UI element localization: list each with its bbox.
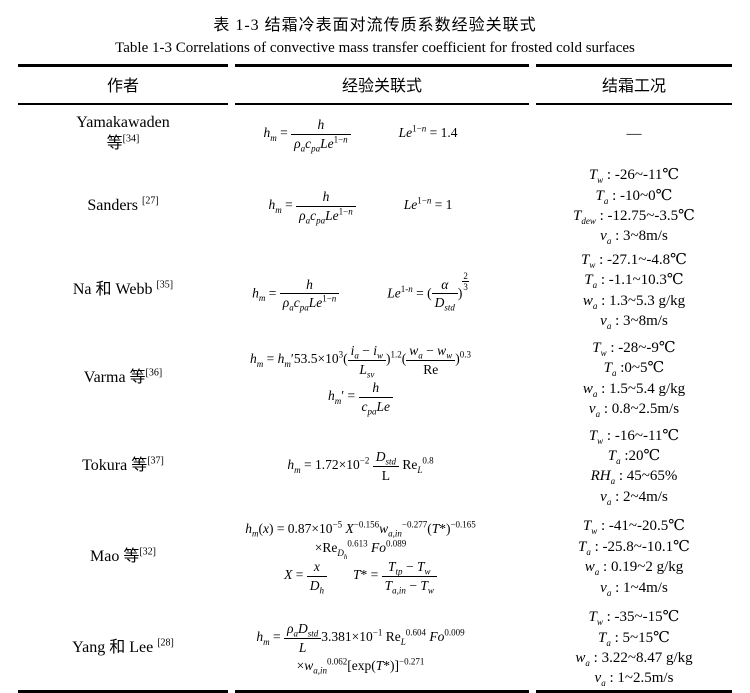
author-cell: Sanders [27] xyxy=(87,195,159,214)
conditions-cell: Tw : -28~-9℃ Ta :0~5℃ wa : 1.5~5.4 g/kg va … xyxy=(582,339,686,419)
formula-cell: hm = h ρacpaLe1−n Le1−n = 1.4 xyxy=(263,116,458,154)
formula-cell: hm(x) = 0.87×10−5 X−0.156wa,in−0.277(T*)… xyxy=(245,519,476,596)
formula-cell: hm = ρaDstd L 3.381×10−1 ReL0.604 Fo0.009 ×… xyxy=(235,606,529,693)
table-title-chinese: 表 1-3 结霜冷表面对流传质系数经验关联式 xyxy=(213,17,537,34)
column-header-conditions: 结霜工况 xyxy=(536,64,732,105)
data-table: 作者 经验关联式 结霜工况 Yamakawaden 等[34] hm = h ρacp… xyxy=(11,64,739,693)
author-cell: Tokura 等[37] xyxy=(82,455,164,474)
conditions-cell: Tw : -35~-15℃ Ta : 5~15℃ wa : 3.22~8.47 g/… xyxy=(536,606,732,693)
author-cell: Na 和 Webb [35] xyxy=(72,280,174,299)
author-cell: Yang 和 Lee [28] xyxy=(18,606,228,693)
author-cell: Mao 等[32] xyxy=(89,546,156,565)
table-row: Mao 等[32] hm(x) = 0.87×10−5 X−0.156wa,in−… xyxy=(18,508,732,606)
document-page: 表 1-3 结霜冷表面对流传质系数经验关联式 Table 1-3 Correla… xyxy=(0,11,750,693)
conditions-cell: Tw : -27.1~-4.8℃ Ta : -1.1~10.3℃ wa : 1.3~… xyxy=(581,252,687,332)
author-cell: Yamakawaden 等[34] xyxy=(76,114,170,152)
table-row: Yang 和 Lee [28] hm = ρaDstd L 3.381×10−1 Re… xyxy=(18,606,732,693)
column-header-author: 作者 xyxy=(18,64,228,105)
table-body: Yamakawaden 等[34] hm = h ρacpaLe1−n Le1−n = … xyxy=(18,105,732,693)
author-cell: Varma 等[36] xyxy=(83,367,163,387)
conditions-cell: Tw : -26~-11℃ Ta : -10~0℃ Tdew : -12.75~-3… xyxy=(573,167,695,247)
column-header-correlation: 经验关联式 xyxy=(235,64,529,105)
table-row: Na 和 Webb [35] hm = h ρacpaLe1−n Le1-n = (α… xyxy=(18,249,732,333)
table-header-row: 作者 经验关联式 结霜工况 xyxy=(18,64,732,105)
formula-cell: hm = hm′53.5×103(ia − iw Lsv)1.2(wa − ww R… xyxy=(250,343,471,417)
conditions-cell: — xyxy=(626,125,642,142)
conditions-cell: Tw : -41~-20.5℃ Ta : -25.8~-10.1℃ wa : 0.1… xyxy=(578,518,690,598)
formula-cell: hm = h ρacpaLe1−n Le1-n = (α Dstd) 2 3 xyxy=(252,270,469,314)
formula-cell: hm = h ρacpaLe1−n Le1−n = 1 xyxy=(268,188,453,226)
formula-cell: hm = 1.72×10−2 Dstd L ReL0.8 xyxy=(287,449,434,483)
table-row: Tokura 等[37] hm = 1.72×10−2 Dstd L ReL0.8 T… xyxy=(18,425,732,509)
conditions-cell: Tw : -16~-11℃ Ta :20℃ RHa : 45~65% va : 2~4… xyxy=(588,427,680,507)
table-row: Yamakawaden 等[34] hm = h ρacpaLe1−n Le1−n = … xyxy=(18,105,732,163)
table-row: Varma 等[36] hm = hm′53.5×103(ia − iw Lsv)1… xyxy=(18,333,732,425)
table-row: Sanders [27] hm = h ρacpaLe1−n Le1−n = 1 Tw … xyxy=(18,163,732,249)
table-title-english: Table 1-3 Correlations of convective mas… xyxy=(115,40,635,56)
